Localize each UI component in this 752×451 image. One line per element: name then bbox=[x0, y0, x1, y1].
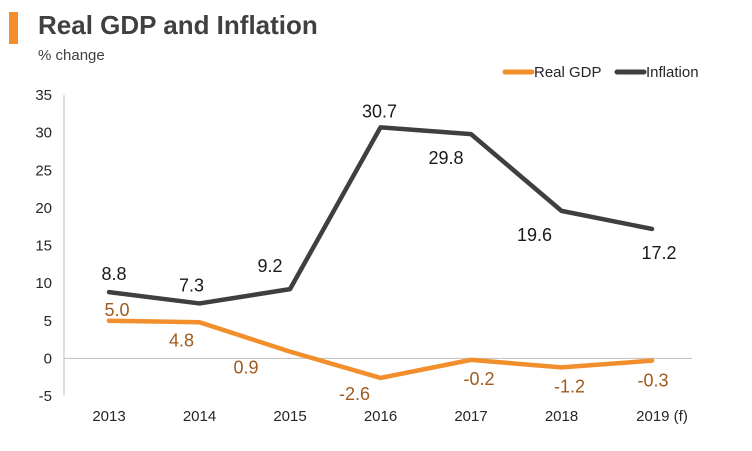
real-gdp-data-label: 5.0 bbox=[104, 300, 129, 320]
real-gdp-data-label: -0.2 bbox=[463, 369, 494, 389]
y-tick-label: 0 bbox=[44, 350, 52, 367]
y-tick-label: 25 bbox=[35, 162, 52, 179]
chart-title: Real GDP and Inflation bbox=[38, 10, 318, 40]
x-tick-label: 2019 (f) bbox=[636, 408, 688, 425]
y-tick-label: 30 bbox=[35, 125, 52, 142]
x-tick-label: 2016 bbox=[364, 408, 397, 425]
inflation-data-label: 29.8 bbox=[428, 148, 463, 168]
x-tick-label: 2017 bbox=[454, 408, 487, 425]
inflation-data-label: 9.2 bbox=[257, 256, 282, 276]
real-gdp-data-label: -1.2 bbox=[554, 376, 585, 396]
y-tick-label: 20 bbox=[35, 200, 52, 217]
x-tick-label: 2013 bbox=[92, 408, 125, 425]
y-tick-label: 35 bbox=[35, 87, 52, 104]
series-lines bbox=[106, 125, 655, 381]
y-axis-ticks: 35 30 25 20 15 10 5 0 -5 bbox=[35, 87, 52, 405]
legend-real-gdp-label: Real GDP bbox=[534, 64, 602, 81]
title-accent-bar bbox=[9, 12, 18, 44]
real-gdp-data-label: 4.8 bbox=[169, 330, 194, 350]
inflation-line bbox=[106, 125, 655, 306]
y-tick-label: 10 bbox=[35, 275, 52, 292]
inflation-data-label: 30.7 bbox=[362, 101, 397, 121]
real-gdp-line bbox=[106, 318, 655, 381]
real-gdp-data-label: 0.9 bbox=[233, 358, 258, 378]
chart-subtitle: % change bbox=[38, 47, 105, 64]
x-tick-label: 2015 bbox=[273, 408, 306, 425]
inflation-data-label: 19.6 bbox=[517, 225, 552, 245]
y-tick-label: -5 bbox=[39, 388, 52, 405]
real-gdp-data-label: -2.6 bbox=[339, 384, 370, 404]
inflation-data-label: 7.3 bbox=[179, 275, 204, 295]
real-gdp-data-label: -0.3 bbox=[637, 371, 668, 391]
x-tick-label: 2014 bbox=[183, 408, 216, 425]
y-tick-label: 5 bbox=[44, 313, 52, 330]
legend: Real GDP Inflation bbox=[502, 64, 699, 81]
data-labels: 5.0 4.8 0.9 -2.6 -0.2 -1.2 -0.3 8.8 7.3 9.2 30.7 29… bbox=[101, 101, 676, 404]
inflation-data-label: 17.2 bbox=[641, 243, 676, 263]
x-tick-label: 2018 bbox=[545, 408, 578, 425]
x-axis-ticks: 2013 2014 2015 2016 2017 2018 2019 (f) bbox=[92, 408, 688, 425]
legend-inflation-label: Inflation bbox=[646, 64, 699, 81]
y-tick-label: 15 bbox=[35, 238, 52, 255]
inflation-data-label: 8.8 bbox=[101, 264, 126, 284]
